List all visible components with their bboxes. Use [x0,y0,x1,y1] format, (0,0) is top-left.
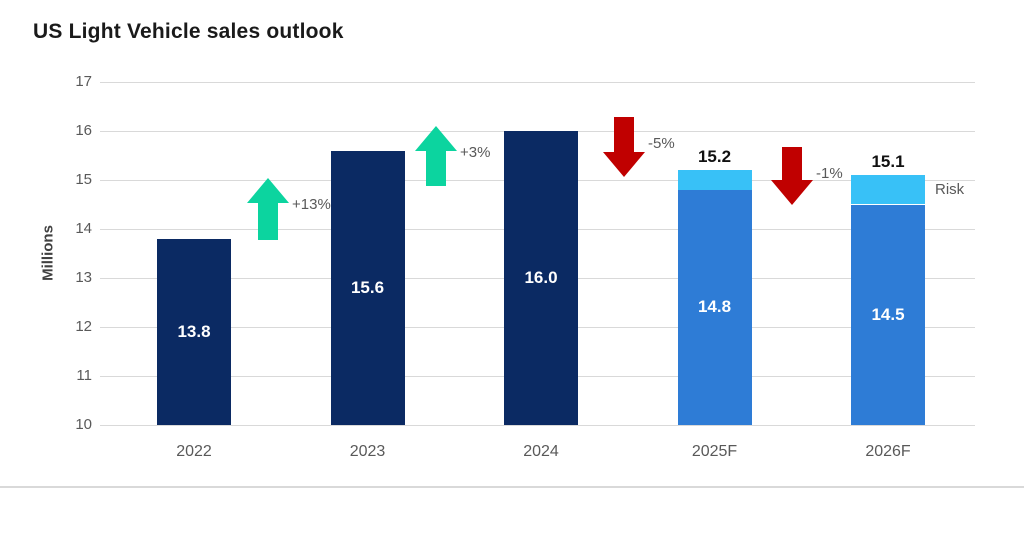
footer: GlobalData. Source: GlobalData Automotiv… [0,488,1024,542]
y-tick-label: 17 [75,73,92,90]
bar-top-label: 15.2 [697,147,732,167]
trend-arrow-down-icon [771,147,813,210]
bar-segment-base-2025F: 14.8 [677,189,752,425]
bar-value-label: 13.8 [177,321,211,341]
bar-segment-risk-2025F [677,170,752,190]
trend-annotation-label: +13% [292,196,331,213]
trend-arrow-down-icon [603,117,645,182]
trend-arrow-up-icon [415,126,457,191]
trend-annotation-label: +3% [460,144,491,161]
gridline [100,425,975,426]
bar-segment-2023: 15.6 [330,150,405,425]
bar-segment-2024: 16.0 [504,131,578,425]
bar-segment-base-2026F: 14.5 [851,204,925,425]
bar-top-label: 15.1 [871,152,905,172]
y-tick-label: 15 [75,171,92,188]
bar-segment-risk-2026F [851,175,925,205]
x-axis-label-2026F: 2026F [865,443,911,460]
x-axis-label-2022: 2022 [176,443,212,460]
bar-value-label: 14.5 [871,304,905,324]
y-tick-label: 16 [75,122,92,139]
gridline [100,82,975,83]
x-axis-label-2025F: 2025F [691,443,738,460]
y-tick-label: 10 [75,416,92,433]
y-tick-label: 13 [75,269,92,286]
footer-divider [0,486,1024,488]
chart-title: US Light Vehicle sales outlook [33,20,344,43]
bar-value-label: 16.0 [524,268,558,287]
risk-legend-label: Risk [935,180,965,198]
x-axis-label-2024: 2024 [523,443,559,460]
y-tick-label: 11 [76,367,92,384]
trend-annotation-label: -1% [816,165,843,182]
bar-value-label: 14.8 [697,297,732,317]
x-axis-label-2023: 2023 [349,443,386,460]
bar-value-label: 15.6 [350,277,385,297]
trend-arrow-up-icon [247,178,289,245]
bar-segment-2022: 13.8 [157,238,231,425]
y-tick-label: 12 [75,318,92,335]
trend-annotation-label: -5% [648,135,675,152]
y-tick-label: 14 [75,220,92,237]
